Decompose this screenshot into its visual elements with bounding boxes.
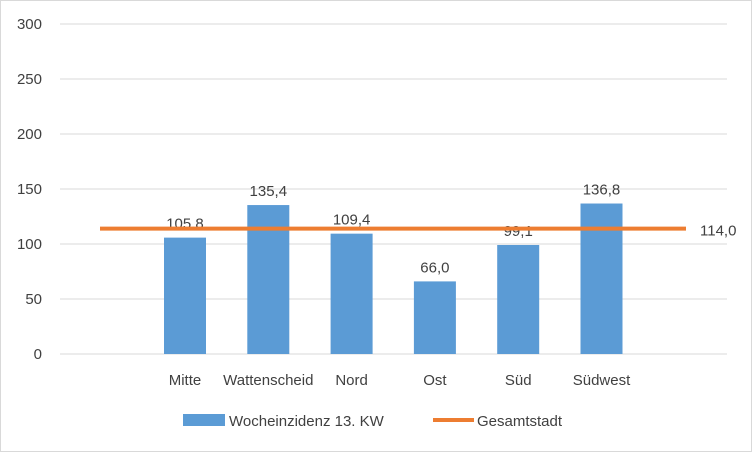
legend-swatch-bar [183, 414, 225, 426]
y-tick-label: 200 [17, 126, 42, 143]
bar-data-label: 136,8 [583, 182, 621, 199]
bar-data-label: 99,1 [504, 223, 533, 240]
bar[interactable] [413, 281, 456, 354]
bar[interactable] [580, 203, 623, 354]
legend-label: Gesamtstadt [477, 413, 563, 430]
x-tick-label: Nord [335, 372, 368, 389]
bar-data-label: 109,4 [333, 212, 371, 229]
x-tick-label: Wattenscheid [223, 372, 313, 389]
x-tick-label: Mitte [169, 372, 202, 389]
x-tick-label: Südwest [573, 372, 631, 389]
legend-label: Wocheinzidenz 13. KW [229, 413, 385, 430]
bar[interactable] [497, 244, 540, 354]
line-data-label: 114,0 [700, 223, 736, 240]
y-tick-label: 250 [17, 71, 42, 88]
x-tick-label: Süd [505, 372, 532, 389]
y-tick-label: 100 [17, 236, 42, 253]
y-tick-label: 50 [25, 291, 42, 308]
bar[interactable] [330, 233, 373, 354]
y-tick-label: 150 [17, 181, 42, 198]
y-tick-label: 0 [34, 346, 42, 363]
bar[interactable] [164, 237, 206, 354]
x-tick-label: Ost [423, 372, 447, 389]
bar-data-label: 66,0 [420, 259, 449, 276]
bar-data-label: 135,4 [250, 183, 288, 200]
y-tick-label: 300 [17, 16, 42, 33]
